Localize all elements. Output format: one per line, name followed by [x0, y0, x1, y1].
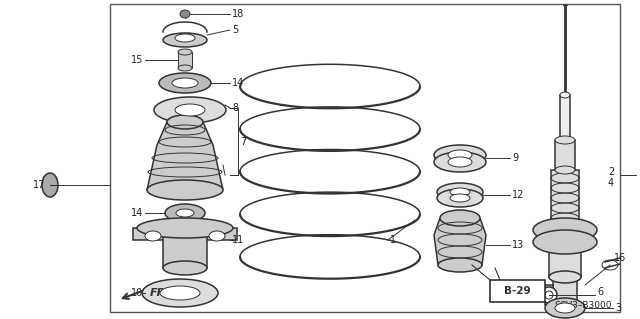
Ellipse shape: [178, 49, 192, 55]
Text: 2: 2: [608, 167, 614, 177]
Ellipse shape: [440, 210, 480, 226]
Ellipse shape: [165, 204, 205, 222]
Text: 1: 1: [390, 235, 396, 245]
Ellipse shape: [438, 258, 482, 272]
Ellipse shape: [175, 34, 195, 42]
Text: 17: 17: [33, 180, 45, 190]
Ellipse shape: [450, 188, 470, 196]
Bar: [178, 52, 192, 68]
Text: 11: 11: [232, 235, 244, 245]
Ellipse shape: [448, 157, 472, 167]
Text: 4: 4: [608, 178, 614, 188]
Bar: [560, 95, 570, 140]
Ellipse shape: [434, 152, 486, 172]
Ellipse shape: [560, 92, 570, 98]
Ellipse shape: [178, 65, 192, 71]
Bar: [490, 280, 545, 302]
Text: 8: 8: [232, 103, 238, 113]
Polygon shape: [533, 230, 597, 242]
Ellipse shape: [555, 136, 575, 144]
Ellipse shape: [541, 287, 557, 303]
Bar: [545, 285, 553, 305]
Ellipse shape: [172, 78, 198, 88]
Text: 13: 13: [512, 240, 524, 250]
Text: 9: 9: [512, 153, 518, 163]
Ellipse shape: [450, 194, 470, 202]
Text: 5: 5: [232, 25, 238, 35]
Polygon shape: [163, 235, 207, 268]
Ellipse shape: [154, 97, 226, 123]
Bar: [555, 140, 575, 170]
Ellipse shape: [163, 261, 207, 275]
Ellipse shape: [142, 279, 218, 307]
Bar: [549, 242, 581, 277]
Ellipse shape: [145, 231, 161, 241]
Ellipse shape: [159, 73, 211, 93]
Polygon shape: [147, 122, 223, 190]
Ellipse shape: [533, 218, 597, 242]
Ellipse shape: [137, 218, 233, 238]
Ellipse shape: [437, 183, 483, 201]
Ellipse shape: [545, 298, 585, 318]
Ellipse shape: [555, 303, 575, 313]
Text: FR.: FR.: [150, 288, 171, 298]
Text: 6: 6: [597, 287, 603, 297]
Text: SCV3–B3000: SCV3–B3000: [554, 300, 612, 309]
Text: 12: 12: [512, 190, 524, 200]
Text: 7: 7: [240, 137, 246, 147]
Ellipse shape: [160, 286, 200, 300]
Ellipse shape: [533, 230, 597, 254]
Text: 3: 3: [615, 303, 621, 313]
Polygon shape: [437, 192, 483, 198]
Text: 10: 10: [131, 288, 143, 298]
Text: B-29: B-29: [504, 286, 531, 296]
Text: 14: 14: [232, 78, 244, 88]
Polygon shape: [434, 218, 486, 265]
Ellipse shape: [163, 33, 207, 47]
Ellipse shape: [147, 180, 223, 200]
Ellipse shape: [42, 173, 58, 197]
Bar: [553, 277, 577, 302]
Bar: [551, 170, 579, 230]
Text: 14: 14: [131, 208, 143, 218]
Polygon shape: [434, 155, 486, 162]
Ellipse shape: [555, 166, 575, 174]
Text: 15: 15: [131, 55, 143, 65]
Ellipse shape: [437, 189, 483, 207]
Ellipse shape: [176, 209, 194, 217]
Ellipse shape: [167, 115, 203, 129]
Bar: [110, 4, 620, 312]
Polygon shape: [133, 228, 237, 240]
Ellipse shape: [209, 231, 225, 241]
Ellipse shape: [434, 145, 486, 165]
Text: 18: 18: [232, 9, 244, 19]
Ellipse shape: [180, 10, 190, 18]
Text: 16: 16: [614, 253, 627, 263]
Ellipse shape: [175, 104, 205, 116]
Ellipse shape: [549, 271, 581, 283]
Ellipse shape: [448, 150, 472, 160]
